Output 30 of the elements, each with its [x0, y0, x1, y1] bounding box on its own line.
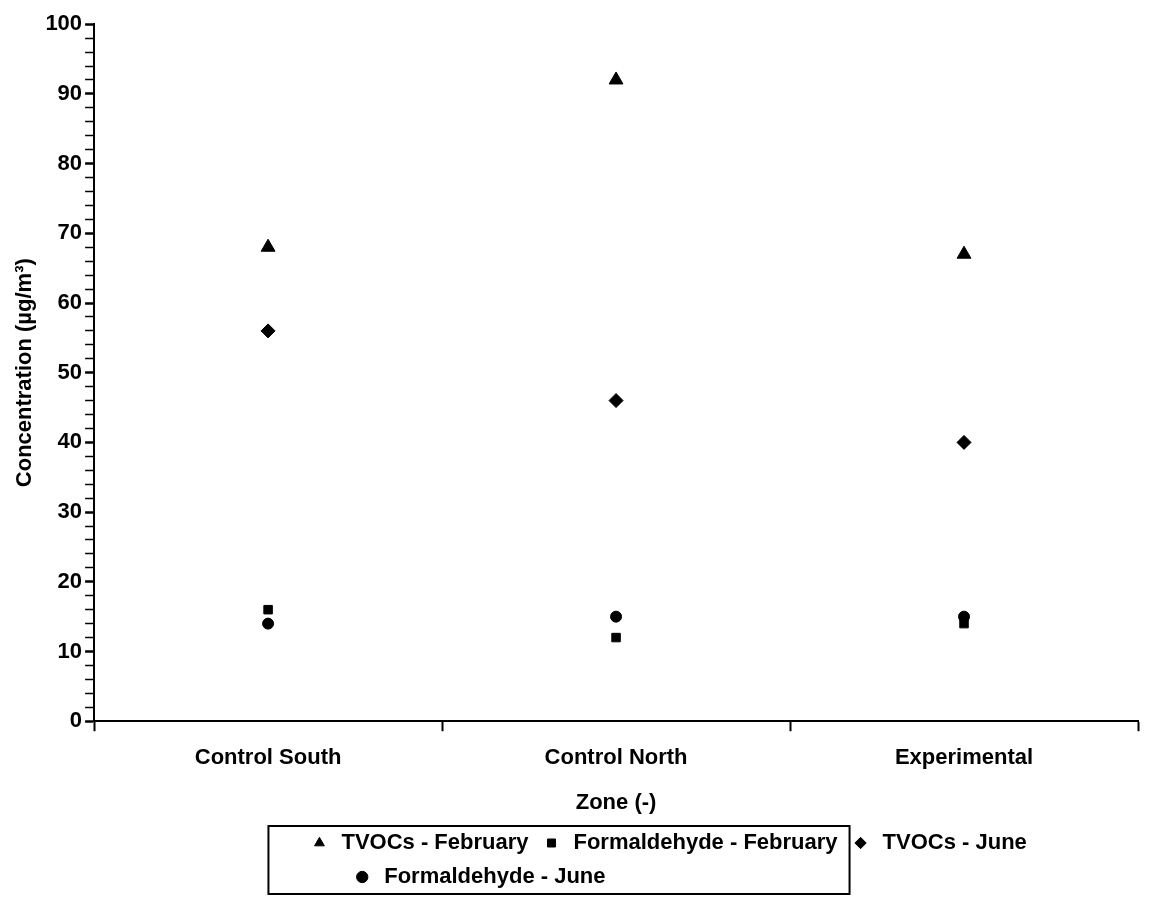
y-tick-label: 10 [57, 637, 83, 663]
y-tick-label: 80 [57, 149, 83, 175]
point [262, 617, 275, 630]
x-tick-label: Control South [194, 744, 342, 770]
y-axis-title: Concentration (µg/m³) [11, 258, 37, 488]
y-tick-label: 20 [57, 567, 83, 593]
point [610, 610, 623, 623]
point [608, 71, 624, 85]
y-tick-label: 70 [57, 219, 83, 245]
x-tick-label: Experimental [894, 744, 1034, 770]
y-tick-label: 0 [69, 707, 83, 733]
y-tick-label: 100 [45, 10, 83, 36]
y-tick-label: 50 [57, 358, 83, 384]
point [956, 434, 972, 450]
legend-label: TVOCs - February [341, 829, 530, 855]
point [608, 393, 624, 409]
point [611, 632, 621, 643]
y-tick-label: 90 [57, 79, 83, 105]
legend-label: TVOCs - June [882, 829, 1027, 855]
x-tick-label: Control North [544, 744, 688, 770]
point [260, 238, 276, 252]
y-tick-label: 40 [57, 428, 83, 454]
y-tick-label: 30 [57, 498, 83, 524]
x-axis-title: Zone (-) [575, 788, 657, 814]
legend-label: Formaldehyde - February [573, 829, 839, 855]
point [956, 245, 972, 259]
legend-label: Formaldehyde - June [384, 863, 606, 889]
point [260, 323, 276, 339]
point [263, 604, 273, 615]
y-tick-label: 60 [57, 289, 83, 315]
